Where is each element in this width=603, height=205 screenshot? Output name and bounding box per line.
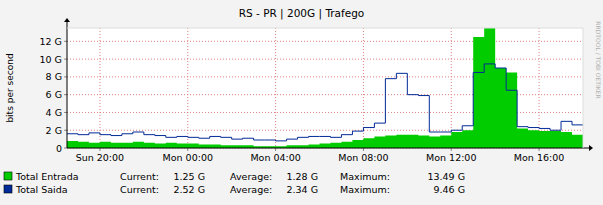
y-grid-line: [67, 41, 583, 42]
legend-swatch: [4, 172, 12, 180]
x-axis-arrow: [589, 145, 593, 151]
y-tick-label: 10 G: [40, 54, 62, 65]
x-tick-label: Mon 04:00: [250, 152, 300, 163]
y-tick-label: 0: [56, 143, 62, 154]
legend-swatch: [4, 185, 12, 193]
plot-area: [67, 28, 583, 148]
x-tick-label: Mon 16:00: [514, 152, 564, 163]
x-grid-line: [275, 28, 276, 148]
line-series: [67, 64, 583, 141]
plot-top-edge: [67, 28, 583, 29]
x-axis: [67, 148, 589, 149]
legend-stat-label: Current:: [120, 171, 159, 182]
x-grid-line: [187, 28, 188, 148]
y-tick-label: 8 G: [46, 71, 62, 82]
watermark: RRDTOOL / TOBI OETIKER: [595, 21, 602, 98]
y-tick-label: 6 G: [46, 89, 62, 100]
x-tick-label: Mon 12:00: [426, 152, 476, 163]
legend-stat-label: Maximum:: [340, 171, 390, 182]
x-grid-line: [539, 28, 540, 148]
legend-stat-value: 1.28 G: [286, 171, 318, 182]
chart: RS - PR | 200G | Trafego bits per second R…: [0, 0, 603, 205]
legend-stat-value: 13.49 G: [427, 171, 465, 182]
plot-right-edge: [583, 28, 584, 148]
legend-stat-value: 2.34 G: [286, 184, 318, 195]
y-tick-label: 2 G: [46, 125, 62, 136]
x-grid-line: [99, 28, 100, 148]
legend-entry: Total Saida: [15, 184, 68, 195]
x-tick-label: Sun 20:00: [76, 152, 124, 163]
data: [67, 28, 583, 148]
title: RS - PR | 200G | Trafego: [239, 7, 365, 20]
grid: [64, 28, 583, 151]
legend-stat-label: Average:: [230, 184, 272, 195]
x-tick-label: Mon 08:00: [338, 152, 388, 163]
legend-stat-label: Maximum:: [340, 184, 390, 195]
legend-entry: Total Entrada: [15, 171, 79, 182]
legend-stat-label: Average:: [230, 171, 272, 182]
legend-stat-label: Current:: [120, 184, 159, 195]
legend-stat-value: 1.25 G: [173, 171, 205, 182]
background: [0, 0, 603, 205]
legend-stat-value: 9.46 G: [433, 184, 465, 195]
y-tick-label: 4 G: [46, 107, 62, 118]
y-axis-label: bits per second: [5, 53, 15, 122]
legend-stat-value: 2.52 G: [173, 184, 205, 195]
area-series: [67, 28, 583, 148]
y-axis: [67, 22, 68, 148]
y-grid-line: [67, 59, 583, 60]
y-tick-label: 12 G: [40, 36, 62, 47]
y-axis-arrow: [64, 18, 70, 22]
x-tick-label: Mon 00:00: [163, 152, 213, 163]
